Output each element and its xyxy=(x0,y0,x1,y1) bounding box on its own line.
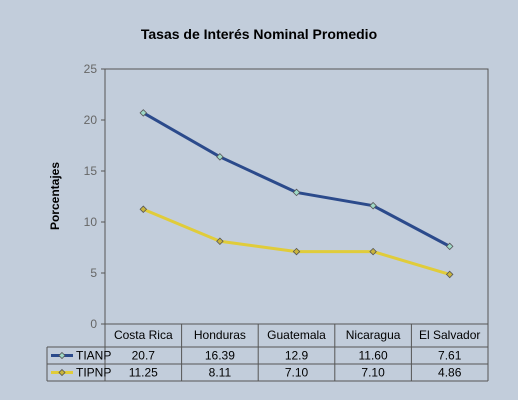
legend-label: TIANP xyxy=(76,349,111,363)
table-cell: 7.61 xyxy=(438,349,462,363)
x-category-label: Nicaragua xyxy=(346,328,401,342)
data-point xyxy=(292,247,301,256)
data-point xyxy=(216,237,224,246)
data-point xyxy=(216,153,224,161)
x-category-label: El Salvador xyxy=(419,328,480,342)
plot-area xyxy=(104,68,489,325)
table-cell: 7.10 xyxy=(285,366,309,380)
data-point xyxy=(292,188,301,197)
data-point xyxy=(445,270,454,279)
table-cell: 16.39 xyxy=(205,349,235,363)
data-point xyxy=(369,201,377,210)
table-cell: 12.9 xyxy=(285,349,309,363)
data-point xyxy=(139,205,148,214)
table-cell: 11.25 xyxy=(129,366,158,380)
data-point xyxy=(139,109,148,117)
chart-title: Tasas de Interés Nominal Promedio xyxy=(140,26,378,42)
y-tick-label: 20 xyxy=(84,113,98,127)
legend-label: TIPNP xyxy=(76,366,111,380)
data-point xyxy=(369,247,377,256)
table-cell: 4.86 xyxy=(438,366,462,380)
x-category-label: Costa Rica xyxy=(114,328,173,342)
x-category-label: Honduras xyxy=(194,328,246,342)
table-cell: 7.10 xyxy=(361,366,385,380)
x-category-label: Guatemala xyxy=(267,328,326,342)
y-tick-label: 5 xyxy=(90,266,97,280)
table-cell: 8.11 xyxy=(209,366,232,380)
legend-marker xyxy=(58,368,66,377)
y-tick-label: 0 xyxy=(90,317,97,331)
table-cell: 11.60 xyxy=(359,349,388,363)
y-tick-label: 15 xyxy=(84,164,98,178)
y-tick-label: 25 xyxy=(84,62,98,76)
data-point xyxy=(445,242,454,251)
table-cell: 20.7 xyxy=(132,349,156,363)
legend-marker xyxy=(58,351,66,360)
y-tick-label: 10 xyxy=(84,215,98,229)
